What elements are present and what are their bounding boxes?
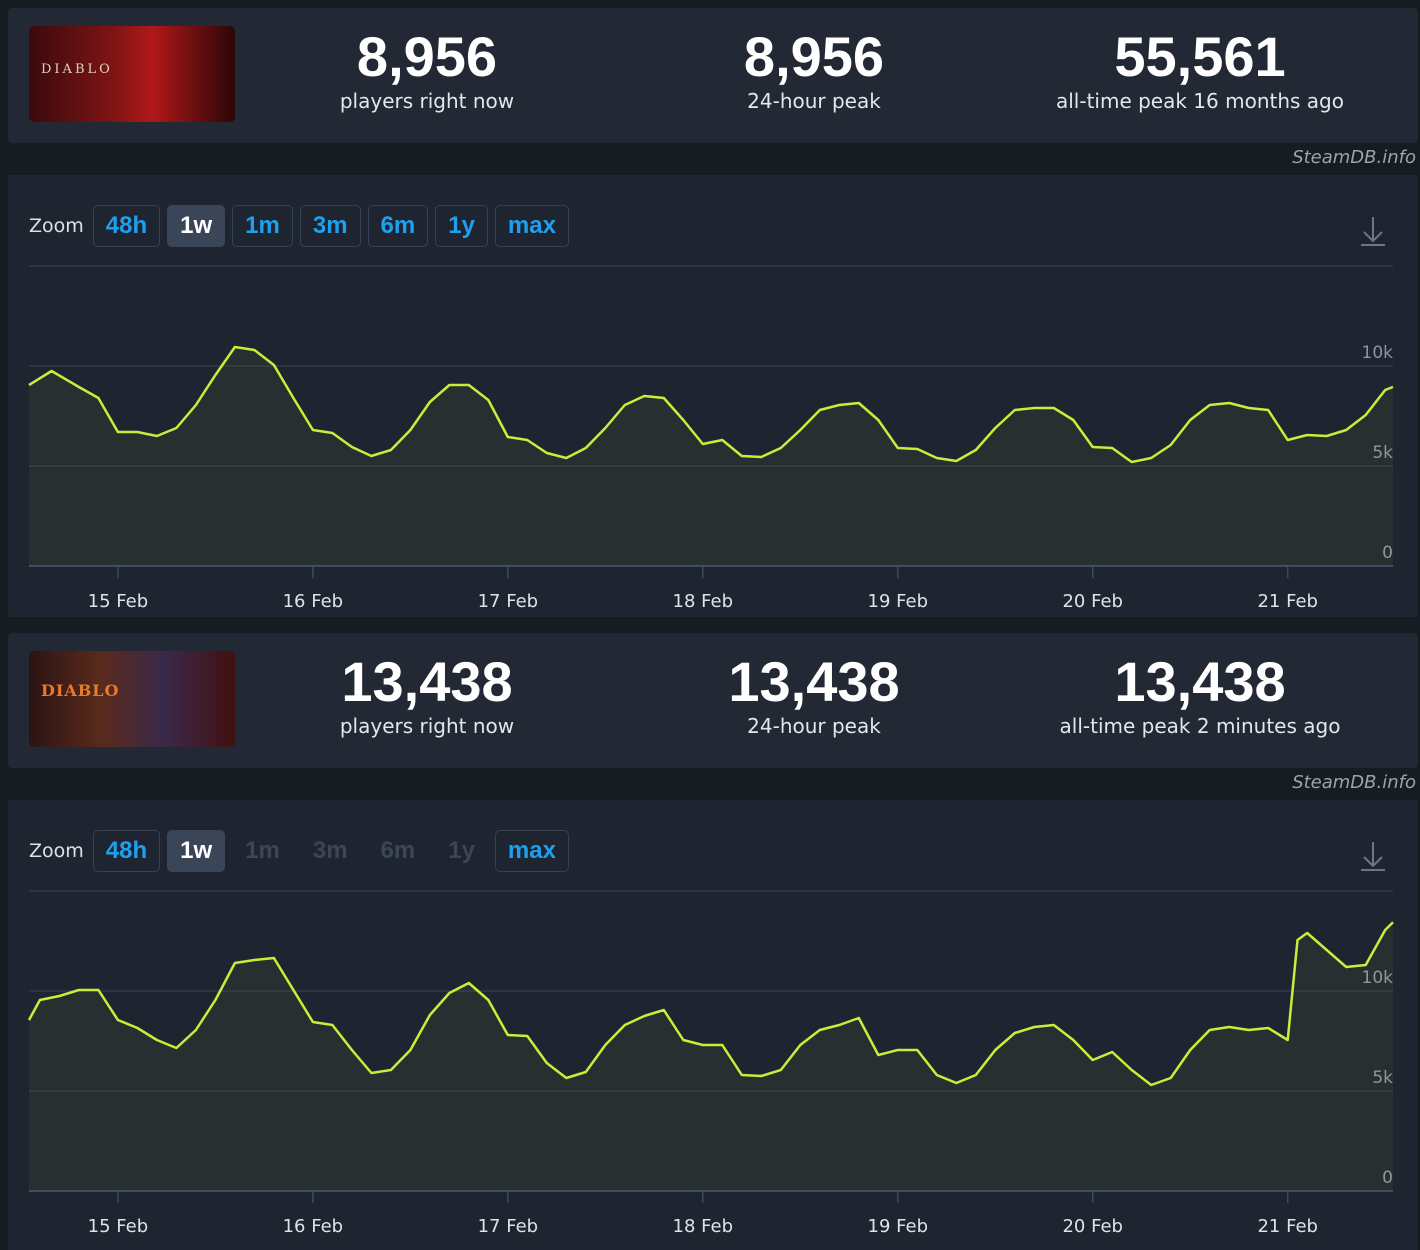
stat-value: 8,956 <box>743 25 885 88</box>
stat-label: players right now <box>339 714 515 738</box>
area <box>29 347 1393 566</box>
stats-header: DIABLO 13,438 players right now 13,438 24-ho… <box>8 633 1418 768</box>
source-label: SteamDB.info <box>1292 772 1416 793</box>
x-tick-label: 20 Feb <box>1062 1216 1123 1237</box>
x-tick-label: 18 Feb <box>673 1216 734 1237</box>
x-tick-label: 19 Feb <box>868 1216 929 1237</box>
zoom-button: 1y <box>448 837 475 864</box>
zoom-button: 6m <box>380 837 416 864</box>
x-tick-label: 19 Feb <box>868 591 929 612</box>
y-tick-label: 5k <box>1372 1068 1393 1088</box>
zoom-button[interactable]: 1y <box>435 205 488 247</box>
x-tick-label: 20 Feb <box>1062 591 1123 612</box>
stat-label: players right now <box>339 89 515 113</box>
game-image: DIABLO <box>29 651 235 747</box>
stat-label: 24-hour peak <box>747 89 881 113</box>
chart-panel: Zoom 48h 1w 1m 3m 6m 1y max 0 5k 10k 15 Feb 16 Feb 17… <box>8 175 1418 617</box>
zoom-button[interactable]: 1w <box>167 205 226 247</box>
stat: 55,561 all-time peak 16 months ago <box>1010 26 1390 114</box>
stat-value: 55,561 <box>1114 25 1286 88</box>
download-icon[interactable] <box>1361 842 1385 871</box>
zoom-button[interactable]: 1m <box>232 205 293 247</box>
chart: 0 5k 10k 15 Feb 16 Feb 17 Feb 18 Feb 19 Feb 20 F… <box>28 217 1394 612</box>
stat: 13,438 players right now <box>237 651 617 739</box>
x-tick-label: 15 Feb <box>88 1216 149 1237</box>
download-icon[interactable] <box>1361 217 1385 246</box>
stat-label: 24-hour peak <box>747 714 881 738</box>
download-arrow <box>1361 842 1385 871</box>
x-tick-label: 17 Feb <box>478 591 539 612</box>
stat: 13,438 24-hour peak <box>624 651 1004 739</box>
zoom-button[interactable]: 3m <box>299 205 361 247</box>
game-logo-text: DIABLO <box>41 62 113 77</box>
x-tick-label: 15 Feb <box>88 591 149 612</box>
x-tick-label: 21 Feb <box>1257 591 1318 612</box>
line <box>27 921 1394 1087</box>
zoom-button: 3m <box>312 837 348 864</box>
game-logo-text: DIABLO <box>41 681 120 700</box>
stat-value: 13,438 <box>1114 650 1286 713</box>
stat-label: all-time peak 2 minutes ago <box>1059 714 1341 738</box>
y-tick-label: 0 <box>1382 1168 1393 1188</box>
zoom-label: Zoom <box>29 840 84 862</box>
zoom-bar: Zoom 48h 1w 1m 3m 6m 1y max <box>29 830 569 872</box>
x-tick-label: 18 Feb <box>673 591 734 612</box>
game-image: DIABLO <box>29 26 235 122</box>
stat-value: 13,438 <box>728 650 900 713</box>
y-tick-label: 10k <box>1362 968 1394 988</box>
stat-value: 8,956 <box>356 25 498 88</box>
stat: 8,956 players right now <box>237 26 617 114</box>
x-tick-label: 21 Feb <box>1257 1216 1318 1237</box>
stat-value: 13,438 <box>341 650 513 713</box>
chart-panel: Zoom 48h 1w 1m 3m 6m 1y max 0 5k 10k 15 Feb 16 Feb 17… <box>8 800 1418 1250</box>
x-tick-label: 16 Feb <box>283 1216 344 1237</box>
zoom-button: 1m <box>245 837 280 864</box>
y-tick-label: 5k <box>1372 443 1393 463</box>
stat: 8,956 24-hour peak <box>624 26 1004 114</box>
x-tick-label: 17 Feb <box>478 1216 539 1237</box>
zoom-bar: Zoom 48h 1w 1m 3m 6m 1y max <box>29 205 569 247</box>
chart: 0 5k 10k 15 Feb 16 Feb 17 Feb 18 Feb 19 Feb 20 F… <box>27 842 1394 1237</box>
y-tick-label: 0 <box>1382 543 1393 563</box>
y-tick-label: 10k <box>1362 343 1394 363</box>
stats-header: DIABLO 8,956 players right now 8,956 24-hour… <box>8 8 1418 143</box>
line <box>28 345 1394 464</box>
area <box>29 922 1393 1191</box>
stat-label: all-time peak 16 months ago <box>1055 89 1344 113</box>
zoom-button[interactable]: max <box>494 830 569 872</box>
x-tick-label: 16 Feb <box>283 591 344 612</box>
zoom-button[interactable]: 1w <box>167 830 226 872</box>
zoom-button[interactable]: 48h <box>92 830 161 872</box>
zoom-button[interactable]: 6m <box>367 205 429 247</box>
zoom-button[interactable]: max <box>494 205 569 247</box>
download-arrow <box>1361 217 1385 246</box>
zoom-button[interactable]: 48h <box>92 205 161 247</box>
source-label: SteamDB.info <box>1292 147 1416 168</box>
zoom-label: Zoom <box>29 215 84 237</box>
stat: 13,438 all-time peak 2 minutes ago <box>1010 651 1390 739</box>
